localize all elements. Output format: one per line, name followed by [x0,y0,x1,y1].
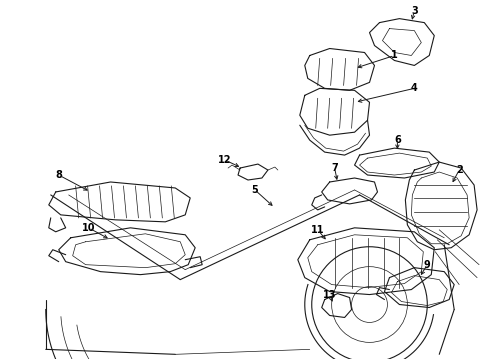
Text: 3: 3 [411,6,417,15]
Text: 10: 10 [82,223,96,233]
Text: 11: 11 [311,225,324,235]
Text: 13: 13 [323,289,337,300]
Text: 8: 8 [55,170,62,180]
Text: 12: 12 [219,155,232,165]
Text: 9: 9 [424,260,431,270]
Text: 1: 1 [391,50,398,60]
Text: 6: 6 [394,135,401,145]
Text: 2: 2 [456,165,463,175]
Text: 4: 4 [411,84,417,93]
Text: 5: 5 [251,185,258,195]
Text: 7: 7 [331,163,338,173]
